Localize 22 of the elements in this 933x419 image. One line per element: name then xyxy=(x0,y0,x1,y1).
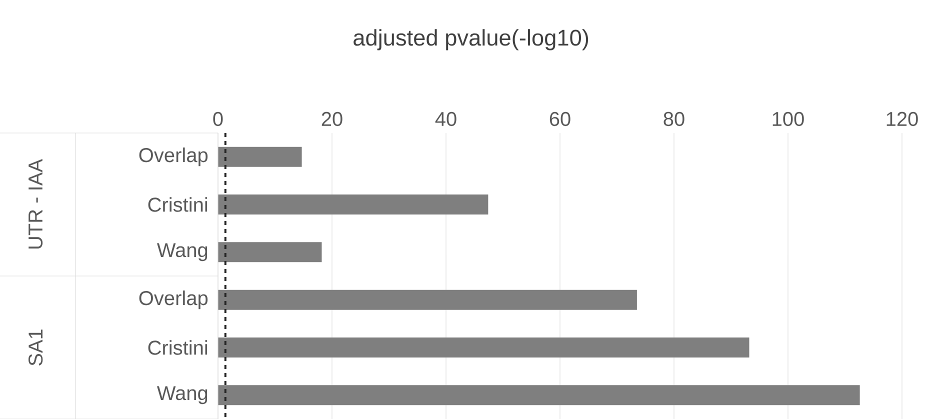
bar xyxy=(218,338,750,358)
y-tick-label: Cristini xyxy=(148,340,208,355)
x-tick-label: 20 xyxy=(322,112,342,126)
bar xyxy=(218,290,637,310)
y-tick-label: Overlap xyxy=(139,290,208,310)
x-tick-label: 40 xyxy=(435,112,456,126)
bar xyxy=(218,146,302,167)
bar xyxy=(218,242,322,262)
x-tick-label: 100 xyxy=(772,112,804,126)
x-tick-label: 60 xyxy=(550,112,570,126)
bar xyxy=(218,385,860,406)
x-tick-label: 0 xyxy=(213,112,223,126)
x-tick-label: 80 xyxy=(664,112,684,126)
x-axis-title: adjusted pvalue(-log10) xyxy=(354,29,588,50)
bar xyxy=(218,194,488,214)
x-tick-label: 120 xyxy=(886,112,918,126)
y-tick-label: Cristini xyxy=(148,197,208,212)
y-tick-label: Wang xyxy=(156,386,208,404)
y-tick-label: Overlap xyxy=(139,148,208,166)
y-tick-label: Wang xyxy=(156,243,208,262)
text: SA1 xyxy=(28,330,43,366)
text: UTR - IAA xyxy=(28,159,43,249)
